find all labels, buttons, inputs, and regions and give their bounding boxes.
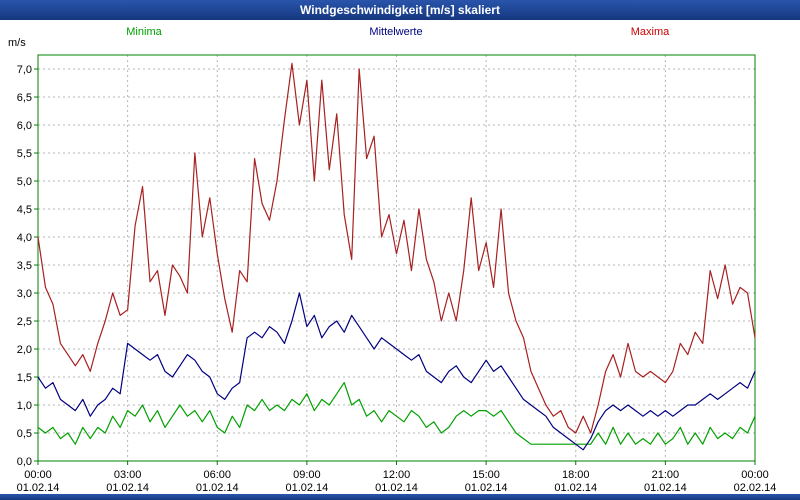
x-tick-date-label: 02.02.14 bbox=[734, 482, 777, 494]
x-tick-date-label: 01.02.14 bbox=[285, 482, 328, 494]
x-tick-date-label: 01.02.14 bbox=[17, 482, 60, 494]
legend-label-maxima: Maxima bbox=[630, 26, 670, 38]
maxima-line bbox=[37, 62, 756, 434]
y-tick-label: 4,0 bbox=[17, 232, 32, 244]
y-axis-unit-label: m/s bbox=[8, 37, 26, 49]
x-tick-date-label: 01.02.14 bbox=[106, 482, 149, 494]
y-tick-label: 0,0 bbox=[17, 456, 32, 468]
y-tick-label: 1,0 bbox=[17, 400, 32, 412]
x-tick-time-label: 09:00 bbox=[293, 469, 321, 481]
y-tick-label: 6,5 bbox=[17, 92, 32, 104]
x-tick-time-label: 15:00 bbox=[472, 469, 500, 481]
x-tick-time-label: 12:00 bbox=[383, 469, 411, 481]
legend-label-mittelwerte: Mittelwerte bbox=[369, 26, 423, 38]
x-tick-date-label: 01.02.14 bbox=[375, 482, 418, 494]
y-tick-label: 5,0 bbox=[17, 176, 32, 188]
wind-speed-chart: 0,0 0,5 1,0 1,5 2,0 2,5 3,0 3,5 4,0 4,5 5,0 5,5 6,0 6… bbox=[17, 54, 777, 494]
y-tick-label: 7,0 bbox=[17, 64, 32, 76]
x-tick-date-label: 01.02.14 bbox=[644, 482, 687, 494]
x-tick-date-label: 01.02.14 bbox=[554, 482, 597, 494]
x-tick-time-label: 00:00 bbox=[24, 469, 52, 481]
y-tick-label: 3,0 bbox=[17, 288, 32, 300]
x-tick-time-label: 00:00 bbox=[741, 469, 769, 481]
y-tick-label: 6,0 bbox=[17, 120, 32, 132]
plot-frame bbox=[37, 54, 756, 462]
x-tick-time-label: 06:00 bbox=[203, 469, 231, 481]
y-tick-label: 0,5 bbox=[17, 428, 32, 440]
y-tick-label: 1,5 bbox=[17, 372, 32, 384]
x-tick-date-label: 01.02.14 bbox=[465, 482, 508, 494]
x-tick-time-label: 21:00 bbox=[652, 469, 680, 481]
legend: Minima Mittelwerte Maxima bbox=[0, 26, 800, 40]
y-tick-label: 5,5 bbox=[17, 148, 32, 160]
chart-title: Windgeschwindigkeit [m/s] skaliert bbox=[300, 3, 500, 17]
x-tick-time-label: 03:00 bbox=[114, 469, 142, 481]
y-tick-label: 3,5 bbox=[17, 260, 32, 272]
title-bar: Windgeschwindigkeit [m/s] skaliert bbox=[0, 0, 800, 20]
minima-line bbox=[37, 382, 756, 445]
mittelwerte-line bbox=[37, 292, 756, 451]
y-tick-label: 2,5 bbox=[17, 316, 32, 328]
y-tick-label: 2,0 bbox=[17, 344, 32, 356]
bottom-bar bbox=[0, 494, 800, 500]
x-tick-date-label: 01.02.14 bbox=[196, 482, 239, 494]
legend-label-minima: Minima bbox=[126, 26, 162, 38]
x-tick-time-label: 18:00 bbox=[562, 469, 590, 481]
y-tick-label: 4,5 bbox=[17, 204, 32, 216]
